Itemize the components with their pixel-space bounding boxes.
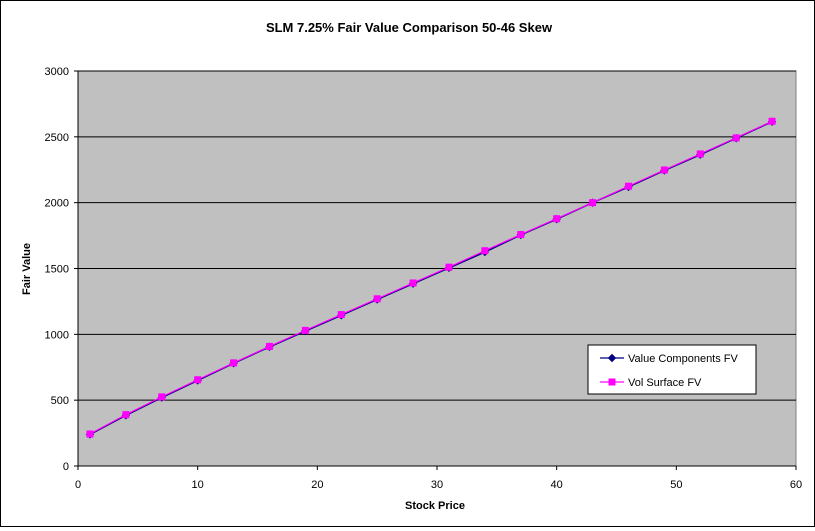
data-point xyxy=(230,359,238,367)
data-point xyxy=(265,342,273,350)
series-line xyxy=(89,120,773,435)
x-tick-label: 0 xyxy=(75,479,81,491)
data-point xyxy=(122,411,130,419)
x-axis-title: Stock Price xyxy=(405,500,465,512)
series-2 xyxy=(86,117,776,438)
y-axis-ticks: 0 500 1000 1500 2000 2500 3000 xyxy=(45,66,78,473)
data-point xyxy=(660,166,668,174)
data-point xyxy=(337,311,345,319)
y-tick-label: 500 xyxy=(51,395,69,407)
y-tick-label: 2500 xyxy=(45,132,69,144)
chart-title: SLM 7.25% Fair Value Comparison 50-46 Sk… xyxy=(266,20,553,35)
data-point xyxy=(589,199,597,207)
gridlines xyxy=(78,70,796,401)
x-tick-label: 30 xyxy=(431,479,443,491)
y-tick-label: 3000 xyxy=(45,66,69,78)
data-point xyxy=(409,279,417,287)
data-point xyxy=(624,182,632,190)
data-point xyxy=(373,295,381,303)
y-tick-label: 1000 xyxy=(45,329,69,341)
legend: Value Components FV Vol Surface FV xyxy=(587,344,757,395)
x-tick-label: 20 xyxy=(311,479,323,491)
legend-box xyxy=(587,344,757,395)
data-point xyxy=(158,393,166,401)
data-point xyxy=(481,247,489,255)
legend-label: Vol Surface FV xyxy=(628,377,702,389)
legend-label: Value Components FV xyxy=(628,353,739,365)
data-point xyxy=(553,215,561,223)
data-point xyxy=(732,134,740,142)
x-tick-label: 60 xyxy=(790,479,802,491)
data-point xyxy=(301,326,309,334)
data-point xyxy=(517,231,525,239)
legend-swatch-marker xyxy=(607,353,617,363)
x-axis-ticks: 0 10 20 30 40 50 60 xyxy=(75,466,802,491)
x-tick-label: 50 xyxy=(670,479,682,491)
data-point xyxy=(86,430,94,438)
x-tick-label: 10 xyxy=(192,479,204,491)
data-point xyxy=(445,263,453,271)
y-axis-title: Fair Value xyxy=(21,243,33,295)
y-tick-label: 1500 xyxy=(45,264,69,276)
y-tick-label: 0 xyxy=(63,461,69,473)
legend-swatch-marker xyxy=(608,378,616,386)
data-point xyxy=(768,117,776,125)
data-point xyxy=(696,150,704,158)
y-tick-label: 2000 xyxy=(45,198,69,210)
data-point xyxy=(194,376,202,384)
series-layer xyxy=(85,117,777,439)
x-tick-label: 40 xyxy=(551,479,563,491)
